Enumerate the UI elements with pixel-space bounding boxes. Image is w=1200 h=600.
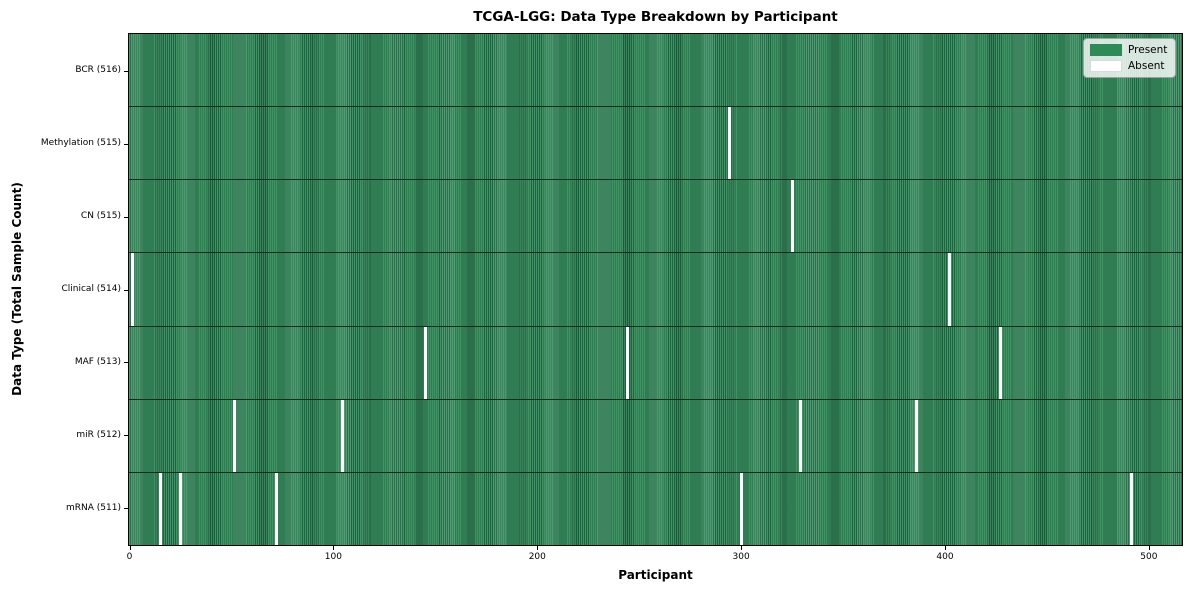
absent-marker [625, 326, 629, 399]
x-tick-label: 500 [1140, 552, 1158, 562]
absent-marker [232, 399, 236, 472]
absent-marker [130, 253, 134, 326]
legend-label-absent: Absent [1128, 60, 1165, 72]
x-tick-label: 400 [936, 552, 954, 562]
x-tick-mark [1148, 546, 1150, 550]
y-tick-label-cn: CN (515) [80, 211, 121, 222]
y-tick-mark [124, 435, 128, 437]
absent-marker [791, 180, 795, 253]
absent-marker [159, 472, 163, 545]
legend: Present Absent [1083, 38, 1177, 78]
heatmap-row-maf [129, 326, 1182, 400]
legend-entry-absent: Absent [1090, 60, 1167, 72]
heatmap-row-bcr [129, 34, 1182, 108]
absent-marker [179, 472, 183, 545]
y-tick-mark [124, 362, 128, 364]
absent-marker [275, 472, 279, 545]
absent-marker [727, 107, 731, 180]
y-tick-label-maf: MAF (513) [74, 356, 121, 367]
x-tick-mark [333, 546, 335, 550]
y-tick-label-mir: miR (512) [76, 429, 121, 440]
heatmap-row-methylation [129, 107, 1182, 181]
absent-marker [999, 326, 1003, 399]
absent-marker [1129, 472, 1133, 545]
absent-marker [340, 399, 344, 472]
chart-title: TCGA-LGG: Data Type Breakdown by Partici… [473, 9, 838, 25]
x-tick-mark [537, 546, 539, 550]
x-tick-mark [945, 546, 946, 550]
y-tick-mark [124, 508, 128, 510]
heatmap-row-clinical [129, 253, 1182, 327]
y-axis-label: Data Type (Total Sample Count) [10, 182, 24, 396]
y-tick-label-methylation: Methylation (515) [40, 138, 121, 149]
heatmap-plot-area [128, 33, 1183, 546]
x-tick-label: 300 [732, 552, 750, 562]
absent-marker [915, 399, 919, 472]
x-axis-label: Participant [618, 568, 693, 582]
y-tick-label-mrna: mRNA (511) [66, 502, 121, 513]
absent-swatch [1090, 60, 1122, 72]
x-tick-mark [741, 546, 743, 550]
absent-marker [799, 399, 803, 472]
y-tick-mark [124, 70, 128, 72]
x-tick-label: 200 [528, 552, 546, 562]
y-tick-mark [124, 143, 128, 145]
y-tick-label-clinical: Clinical (514) [61, 284, 121, 294]
absent-marker [424, 326, 428, 399]
x-tick-label: 100 [324, 552, 342, 562]
heatmap-row-cn [129, 180, 1182, 254]
y-tick-mark [124, 216, 128, 218]
present-swatch [1090, 44, 1122, 56]
legend-label-present: Present [1128, 44, 1168, 56]
x-tick-mark [129, 546, 131, 550]
heatmap-row-mir [129, 399, 1182, 473]
absent-marker [740, 472, 744, 545]
legend-entry-present: Present [1090, 44, 1167, 56]
y-tick-label-bcr: BCR (516) [75, 65, 121, 76]
heatmap-row-mrna [129, 472, 1182, 545]
absent-marker [948, 253, 952, 326]
y-tick-mark [124, 289, 128, 291]
x-tick-label: 0 [126, 552, 133, 562]
